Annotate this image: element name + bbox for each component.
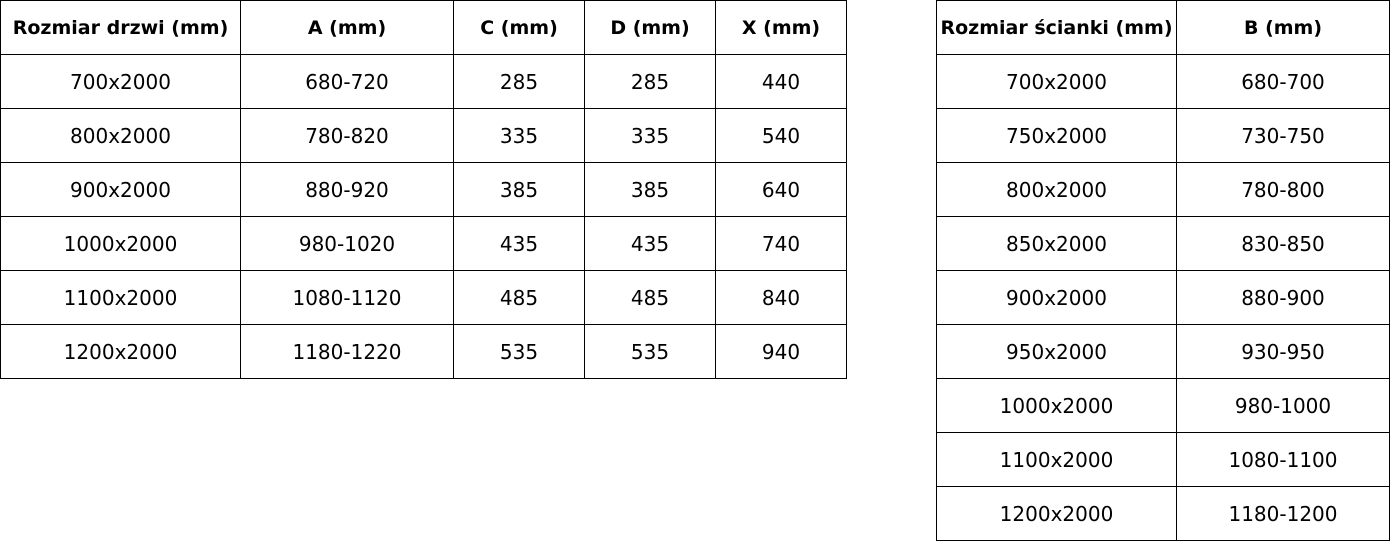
door-size-table: Rozmiar drzwi (mm) A (mm) C (mm) D (mm) X (m… [0, 0, 847, 379]
table-cell: 900x2000 [0, 162, 241, 217]
table-cell: 780-820 [240, 108, 454, 163]
table-cell: 285 [584, 54, 716, 109]
table-row: 950x2000 930-950 [936, 324, 1390, 379]
table-cell: 880-920 [240, 162, 454, 217]
table-cell: 950x2000 [936, 324, 1177, 379]
table-cell: 485 [584, 270, 716, 325]
table-cell: 285 [453, 54, 585, 109]
table-row: 800x2000 780-820 335 335 540 [0, 108, 847, 163]
table-cell: 535 [453, 324, 585, 379]
table-cell: 1200x2000 [0, 324, 241, 379]
table-cell: 385 [453, 162, 585, 217]
table-cell: 800x2000 [936, 162, 1177, 217]
table-cell: 730-750 [1176, 108, 1390, 163]
table-cell: 335 [453, 108, 585, 163]
table-cell: 385 [584, 162, 716, 217]
table-cell: 435 [453, 216, 585, 271]
table-cell: 880-900 [1176, 270, 1390, 325]
table-cell: 1080-1120 [240, 270, 454, 325]
table-cell: 335 [584, 108, 716, 163]
column-header: Rozmiar drzwi (mm) [0, 0, 241, 55]
table-cell: 1180-1220 [240, 324, 454, 379]
table-cell: 1100x2000 [0, 270, 241, 325]
header-row: Rozmiar ścianki (mm) B (mm) [936, 0, 1390, 55]
column-header: D (mm) [584, 0, 716, 55]
table-cell: 1100x2000 [936, 432, 1177, 487]
table-row: 1100x2000 1080-1100 [936, 432, 1390, 487]
table-cell: 700x2000 [936, 54, 1177, 109]
table-cell: 940 [715, 324, 847, 379]
table-row: 1000x2000 980-1000 [936, 378, 1390, 433]
table-cell: 850x2000 [936, 216, 1177, 271]
table-cell: 680-700 [1176, 54, 1390, 109]
wall-size-table: Rozmiar ścianki (mm) B (mm) 700x2000 680-7… [936, 0, 1390, 541]
table-cell: 700x2000 [0, 54, 241, 109]
column-header: C (mm) [453, 0, 585, 55]
table-cell: 1080-1100 [1176, 432, 1390, 487]
table-row: 1000x2000 980-1020 435 435 740 [0, 216, 847, 271]
table-row: 700x2000 680-720 285 285 440 [0, 54, 847, 109]
table-cell: 1180-1200 [1176, 486, 1390, 541]
table-row: 800x2000 780-800 [936, 162, 1390, 217]
table-cell: 830-850 [1176, 216, 1390, 271]
table-row: 700x2000 680-700 [936, 54, 1390, 109]
table-cell: 800x2000 [0, 108, 241, 163]
table-cell: 980-1020 [240, 216, 454, 271]
table-cell: 750x2000 [936, 108, 1177, 163]
table-cell: 540 [715, 108, 847, 163]
column-header: X (mm) [715, 0, 847, 55]
table-cell: 1200x2000 [936, 486, 1177, 541]
column-header: Rozmiar ścianki (mm) [936, 0, 1177, 55]
table-row: 1100x2000 1080-1120 485 485 840 [0, 270, 847, 325]
table-cell: 680-720 [240, 54, 454, 109]
table-row: 850x2000 830-850 [936, 216, 1390, 271]
table-cell: 440 [715, 54, 847, 109]
table-cell: 740 [715, 216, 847, 271]
column-header: A (mm) [240, 0, 454, 55]
table-cell: 1000x2000 [0, 216, 241, 271]
table-cell: 780-800 [1176, 162, 1390, 217]
table-cell: 640 [715, 162, 847, 217]
table-row: 900x2000 880-900 [936, 270, 1390, 325]
table-cell: 535 [584, 324, 716, 379]
table-cell: 930-950 [1176, 324, 1390, 379]
table-cell: 900x2000 [936, 270, 1177, 325]
column-header: B (mm) [1176, 0, 1390, 55]
header-row: Rozmiar drzwi (mm) A (mm) C (mm) D (mm) X (m… [0, 0, 847, 55]
table-cell: 485 [453, 270, 585, 325]
table-cell: 1000x2000 [936, 378, 1177, 433]
table-row: 1200x2000 1180-1220 535 535 940 [0, 324, 847, 379]
table-cell: 980-1000 [1176, 378, 1390, 433]
table-cell: 435 [584, 216, 716, 271]
table-cell: 840 [715, 270, 847, 325]
table-row: 750x2000 730-750 [936, 108, 1390, 163]
table-row: 900x2000 880-920 385 385 640 [0, 162, 847, 217]
table-row: 1200x2000 1180-1200 [936, 486, 1390, 541]
